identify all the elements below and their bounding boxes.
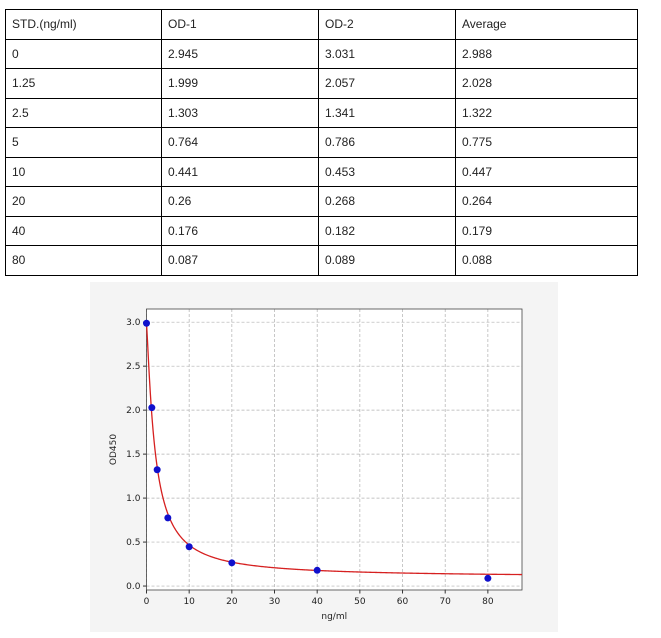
y-tick-label: 1.5 — [126, 450, 140, 460]
standards-table: STD.(ng/ml) OD-1 OD-2 Average 0 2.945 3.031 2.9… — [5, 9, 638, 276]
table-cell: 2.057 — [318, 68, 456, 99]
axes-frame — [146, 308, 523, 591]
y-tick-label: 0.0 — [126, 582, 141, 592]
y-tick-label: 1.0 — [126, 494, 141, 504]
y-axis-label: OD450 — [109, 434, 119, 465]
y-tick-label: 2.0 — [126, 406, 141, 416]
data-point — [153, 466, 161, 474]
data-point — [313, 566, 321, 574]
data-point — [185, 543, 193, 551]
x-tick-label: 20 — [226, 597, 238, 607]
data-point — [228, 559, 236, 567]
table-cell: 0.453 — [318, 156, 456, 187]
table-cell: 3.031 — [318, 38, 456, 69]
chart-svg: 0 10 20 30 40 50 60 70 80 0.0 0.5 1.0 1.5 2.0 2.5 3.0 ng… — [109, 308, 523, 622]
table-cell: 1.999 — [161, 68, 319, 99]
table-cell: 2.988 — [455, 38, 638, 69]
table-cell: 0.182 — [318, 215, 456, 246]
table-header-row: STD.(ng/ml) OD-1 OD-2 Average — [5, 9, 638, 40]
table-cell: 40 — [5, 215, 162, 246]
table-cell: 0.447 — [455, 156, 638, 187]
data-point — [164, 514, 172, 522]
table-cell: 0 — [5, 38, 162, 69]
table-row: 20 0.26 0.268 0.264 — [5, 186, 638, 217]
table-row: 80 0.087 0.089 0.088 — [5, 245, 638, 276]
table-cell: 1.341 — [318, 97, 456, 128]
column-header: OD-2 — [318, 9, 456, 40]
table-row: 2.5 1.303 1.341 1.322 — [5, 97, 638, 128]
table-cell: 0.775 — [455, 127, 638, 158]
table-cell: 5 — [5, 127, 162, 158]
table-cell: 0.786 — [318, 127, 456, 158]
table-cell: 0.268 — [318, 186, 456, 217]
x-tick-label: 50 — [354, 597, 366, 607]
table-cell: 0.088 — [455, 245, 638, 276]
column-header: Average — [455, 9, 638, 40]
table-row: 0 2.945 3.031 2.988 — [5, 38, 638, 69]
column-header: OD-1 — [161, 9, 319, 40]
table-cell: 0.264 — [455, 186, 638, 217]
y-tick-label: 2.5 — [126, 362, 140, 372]
table-cell: 0.441 — [161, 156, 319, 187]
table-cell: 80 — [5, 245, 162, 276]
x-tick-label: 10 — [183, 597, 195, 607]
table-cell: 2.5 — [5, 97, 162, 128]
table-cell: 0.26 — [161, 186, 319, 217]
table-cell: 0.179 — [455, 215, 638, 246]
y-tick-label: 0.5 — [126, 538, 140, 548]
table-row: 40 0.176 0.182 0.179 — [5, 215, 638, 246]
data-point — [484, 574, 492, 582]
x-tick-label: 40 — [311, 597, 323, 607]
x-axis-label: ng/ml — [321, 612, 347, 622]
x-tick-label: 0 — [144, 597, 150, 607]
table-cell: 1.322 — [455, 97, 638, 128]
x-tick-label: 30 — [269, 597, 281, 607]
table-row: 1.25 1.999 2.057 2.028 — [5, 68, 638, 99]
table-row: 5 0.764 0.786 0.775 — [5, 127, 638, 158]
table-cell: 1.303 — [161, 97, 319, 128]
x-tick-label: 80 — [482, 597, 494, 607]
plot-area — [146, 309, 522, 590]
column-header: STD.(ng/ml) — [5, 9, 162, 40]
fit-curve — [145, 323, 523, 576]
table-cell: 2.028 — [455, 68, 638, 99]
table-cell: 1.25 — [5, 68, 162, 99]
table-cell: 0.764 — [161, 127, 319, 158]
table-cell: 0.087 — [161, 245, 319, 276]
data-point — [143, 319, 150, 327]
standard-curve-chart: 0 10 20 30 40 50 60 70 80 0.0 0.5 1.0 1.5 2.0 2.5 3.0 ng… — [90, 282, 558, 632]
x-tick-label: 60 — [397, 597, 409, 607]
x-tick-label: 70 — [439, 597, 451, 607]
table-cell: 0.176 — [161, 215, 319, 246]
table-cell: 20 — [5, 186, 162, 217]
table-cell: 10 — [5, 156, 162, 187]
data-point — [148, 404, 156, 412]
y-tick-label: 3.0 — [126, 318, 141, 328]
table-row: 10 0.441 0.453 0.447 — [5, 156, 638, 187]
table-cell: 2.945 — [161, 38, 319, 69]
table-cell: 0.089 — [318, 245, 456, 276]
